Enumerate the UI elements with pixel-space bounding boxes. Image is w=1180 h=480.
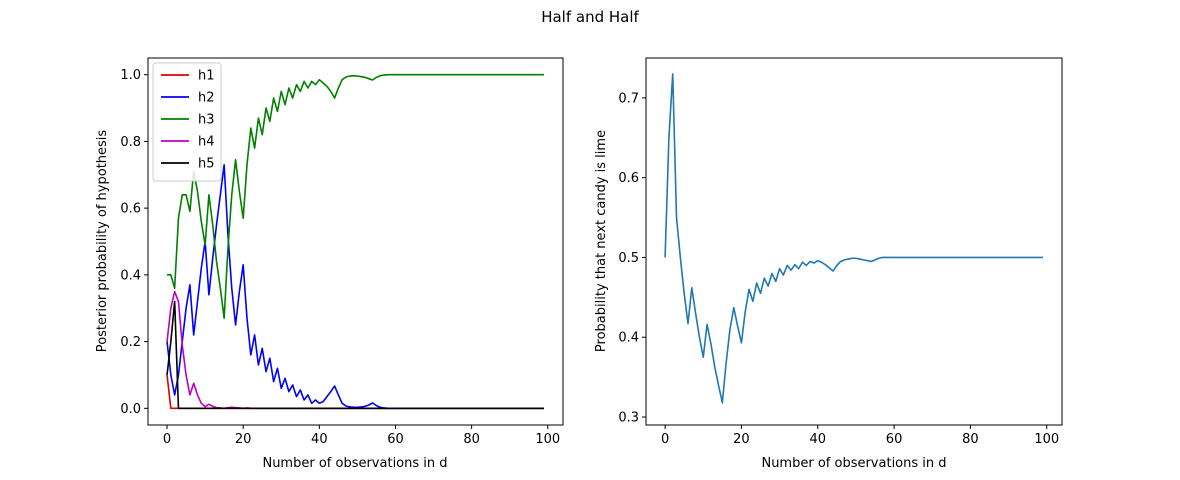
- posterior-xtick-label: 20: [235, 432, 252, 447]
- posterior-ytick-label: 0.8: [120, 135, 141, 150]
- lime-ticks: 0 20 40 60 80 100 0.3 0.4 0.5 0.6 0.7: [618, 91, 1059, 447]
- legend-label-h1: h1: [198, 69, 215, 84]
- legend-box: [152, 62, 222, 182]
- posterior-xtick-label: 100: [535, 432, 560, 447]
- lime-ytick-label: 0.5: [618, 251, 639, 266]
- posterior-series-line-h5: [166, 300, 544, 410]
- posterior-xtick-label: 0: [163, 432, 171, 447]
- figure-title: Half and Half: [541, 8, 639, 26]
- posterior-legend: h1 h2 h3 h4 h5: [152, 62, 222, 182]
- posterior-series-line-h2: [166, 163, 544, 410]
- posterior-ticks: 0 20 40 60 80 100 0.0 0.2 0.4 0.6 0.8 1.0: [120, 68, 560, 447]
- lime-ytick-label: 0.3: [618, 411, 639, 426]
- lime-xtick-label: 80: [962, 432, 979, 447]
- posterior-xtick-label: 40: [311, 432, 328, 447]
- posterior-chart: 0 20 40 60 80 100 0.0 0.2 0.4 0.6 0.8 1.0 Number of…: [95, 57, 564, 471]
- posterior-ytick-label: 1.0: [120, 68, 141, 83]
- lime-xlabel: Number of observations in d: [761, 456, 946, 471]
- posterior-ytick-label: 0.6: [120, 202, 141, 217]
- posterior-series-line-h1: [166, 374, 544, 410]
- lime-xtick-label: 40: [809, 432, 826, 447]
- posterior-plot-frame: [147, 57, 564, 426]
- lime-series-line-0: [664, 73, 1043, 404]
- lime-plot-lines: [664, 73, 1043, 404]
- posterior-ytick-label: 0.4: [120, 268, 141, 283]
- posterior-xtick-label: 60: [387, 432, 404, 447]
- posterior-plot-lines: [166, 73, 544, 410]
- lime-ytick-label: 0.4: [618, 331, 639, 346]
- legend-label-h3: h3: [198, 113, 215, 128]
- lime-plot-frame: [645, 57, 1063, 426]
- posterior-ytick-label: 0.2: [120, 335, 141, 350]
- posterior-ylabel: Posterior probability of hypothesis: [95, 130, 110, 353]
- lime-xtick-label: 100: [1034, 432, 1059, 447]
- posterior-xtick-label: 80: [463, 432, 480, 447]
- legend-label-h4: h4: [198, 135, 215, 150]
- posterior-xlabel: Number of observations in d: [262, 456, 447, 471]
- legend-label-h2: h2: [198, 91, 215, 106]
- posterior-ytick-label: 0.0: [120, 402, 141, 417]
- lime-xtick-label: 0: [661, 432, 669, 447]
- lime-ylabel: Probability that next candy is lime: [594, 130, 609, 352]
- legend-label-h5: h5: [198, 157, 215, 172]
- lime-ytick-label: 0.6: [618, 171, 639, 186]
- lime-ytick-label: 0.7: [618, 91, 639, 106]
- lime-xtick-label: 20: [733, 432, 750, 447]
- posterior-series-line-h3: [167, 73, 544, 320]
- lime-xtick-label: 60: [886, 432, 903, 447]
- lime-probability-chart: 0 20 40 60 80 100 0.3 0.4 0.5 0.6 0.7 Number of ob…: [594, 57, 1063, 471]
